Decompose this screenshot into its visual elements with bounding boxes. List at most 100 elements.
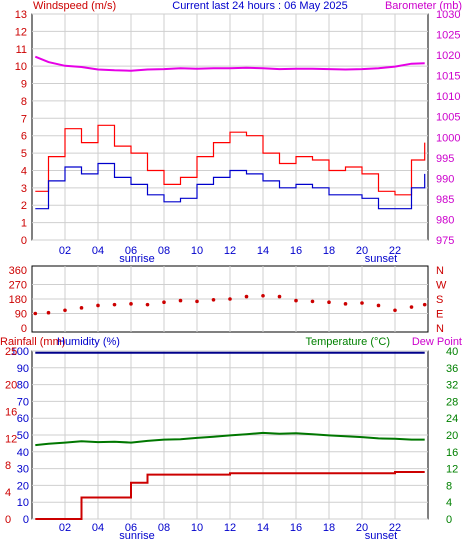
compass-label: N xyxy=(436,323,444,335)
x-tick-label: 14 xyxy=(257,522,269,534)
rainfall-ytick-label: 4 xyxy=(5,487,11,499)
baro-ytick-label: 990 xyxy=(436,173,454,185)
direction-point xyxy=(46,310,51,315)
x-tick-label: 06 xyxy=(125,522,137,534)
wind-ytick-label: 8 xyxy=(21,96,27,108)
wind-ytick-label: 4 xyxy=(21,165,27,177)
rainfall-ytick-label: 0 xyxy=(5,514,11,526)
barometer-line xyxy=(34,55,425,72)
humidity-ytick-label: 100 xyxy=(11,346,29,358)
bottom-xaxis: 02 04 06 08 10 12 14 16 18 20 22 xyxy=(59,522,401,534)
compass-label: E xyxy=(436,309,443,321)
wind-ytick-label: 3 xyxy=(21,183,27,195)
humidity-ytick-label: 70 xyxy=(17,396,29,408)
sunset-label-bottom: sunset xyxy=(365,530,397,542)
temperature-ytick-label: 0 xyxy=(446,514,452,526)
temperature-ytick-label: 12 xyxy=(446,464,458,476)
direction-points xyxy=(33,293,427,316)
temperature-title: Temperature (°C) xyxy=(306,336,390,348)
baro-ytick-label: 1020 xyxy=(436,50,460,62)
baro-ytick-label: 1025 xyxy=(436,30,460,42)
rainfall-ytick-label: 16 xyxy=(5,406,17,418)
direction-point xyxy=(145,302,150,307)
wind-xaxis: 02 04 06 08 10 12 14 16 18 20 22 xyxy=(59,245,401,257)
x-tick-label: 08 xyxy=(158,522,170,534)
direction-point xyxy=(244,294,249,299)
bottom-grid xyxy=(32,350,428,520)
compass-label: S xyxy=(436,294,443,306)
baro-yaxis-right: 975 980 985 990 995 1000 1005 1010 1015 1020 1025 1… xyxy=(436,9,460,247)
temperature-ytick-label: 32 xyxy=(446,380,458,392)
x-tick-label: 12 xyxy=(224,245,236,257)
direction-point xyxy=(129,302,133,306)
direction-ytick-label: 0 xyxy=(21,323,27,335)
wind-ytick-label: 9 xyxy=(21,79,27,91)
humidity-ytick-label: 0 xyxy=(23,514,29,526)
bottom-yaxis-left: 0 10 20 30 40 50 60 70 80 90 100 0 4 8 12 16 20 25 xyxy=(5,346,29,526)
x-tick-label: 14 xyxy=(257,245,269,257)
direction-grid xyxy=(32,266,428,332)
wind-ytick-label: 1 xyxy=(21,218,27,230)
direction-ytick-label: 90 xyxy=(15,309,27,321)
sunrise-label-bottom: sunrise xyxy=(119,530,154,542)
direction-point xyxy=(261,293,265,298)
temperature-ytick-label: 36 xyxy=(446,363,458,375)
temperature-yaxis-right: 0 4 8 12 16 20 24 28 32 36 40 xyxy=(446,346,458,526)
direction-point xyxy=(96,303,100,308)
bottom-panel: Rainfall (mm) Humidity (%) Temperature (… xyxy=(0,336,462,542)
temperature-ytick-label: 4 xyxy=(446,497,452,509)
direction-point xyxy=(310,299,315,304)
direction-point xyxy=(393,308,397,313)
direction-point xyxy=(178,298,183,303)
humidity-ytick-label: 40 xyxy=(17,447,29,459)
direction-point xyxy=(79,306,84,310)
x-tick-label: 08 xyxy=(158,245,170,257)
baro-ytick-label: 1010 xyxy=(436,91,460,103)
wind-ytick-label: 0 xyxy=(21,235,27,247)
rainfall-ytick-label: 25 xyxy=(5,346,17,358)
wind-ytick-label: 10 xyxy=(15,61,27,73)
direction-point xyxy=(195,299,199,304)
x-tick-label: 02 xyxy=(59,245,71,257)
x-tick-label: 18 xyxy=(323,522,335,534)
windspeed-title: Windspeed (m/s) xyxy=(33,0,116,12)
direction-point xyxy=(294,298,298,303)
baro-ytick-label: 1005 xyxy=(436,112,460,124)
rainfall-line xyxy=(35,471,425,520)
temperature-ytick-label: 28 xyxy=(446,396,458,408)
x-tick-label: 22 xyxy=(389,245,401,257)
rainfall-ytick-label: 20 xyxy=(5,380,17,392)
compass-label: N xyxy=(436,265,444,277)
chart-title: Current last 24 hours : 06 May 2025 xyxy=(172,0,347,12)
wind-ytick-label: 7 xyxy=(21,113,27,125)
x-tick-label: 02 xyxy=(59,522,71,534)
dewpoint-title: Dew Point xyxy=(412,336,462,348)
humidity-ytick-label: 50 xyxy=(17,430,29,442)
direction-point xyxy=(422,302,427,307)
x-tick-label: 18 xyxy=(323,245,335,257)
direction-point xyxy=(327,300,331,305)
baro-ytick-label: 995 xyxy=(436,153,454,165)
direction-point xyxy=(228,297,232,301)
wind-ytick-label: 13 xyxy=(15,9,27,21)
humidity-title: Humidity (%) xyxy=(57,336,120,348)
temperature-ytick-label: 16 xyxy=(446,447,458,459)
humidity-ytick-label: 60 xyxy=(17,413,29,425)
direction-point xyxy=(211,298,216,302)
baro-ytick-label: 985 xyxy=(436,194,454,206)
compass-label: W xyxy=(436,280,447,292)
wind-ytick-label: 11 xyxy=(16,44,27,56)
x-tick-label: 16 xyxy=(290,245,302,257)
direction-point xyxy=(376,303,381,308)
x-tick-label: 10 xyxy=(191,522,203,534)
temperature-ytick-label: 20 xyxy=(446,430,458,442)
wind-ytick-label: 2 xyxy=(21,200,27,212)
rainfall-ytick-label: 8 xyxy=(5,460,11,472)
humidity-ytick-label: 80 xyxy=(17,380,29,392)
rainfall-title: Rainfall (mm) xyxy=(0,336,65,348)
baro-ytick-label: 1015 xyxy=(436,71,460,83)
direction-point xyxy=(63,308,67,313)
wind-ytick-label: 12 xyxy=(15,26,27,38)
